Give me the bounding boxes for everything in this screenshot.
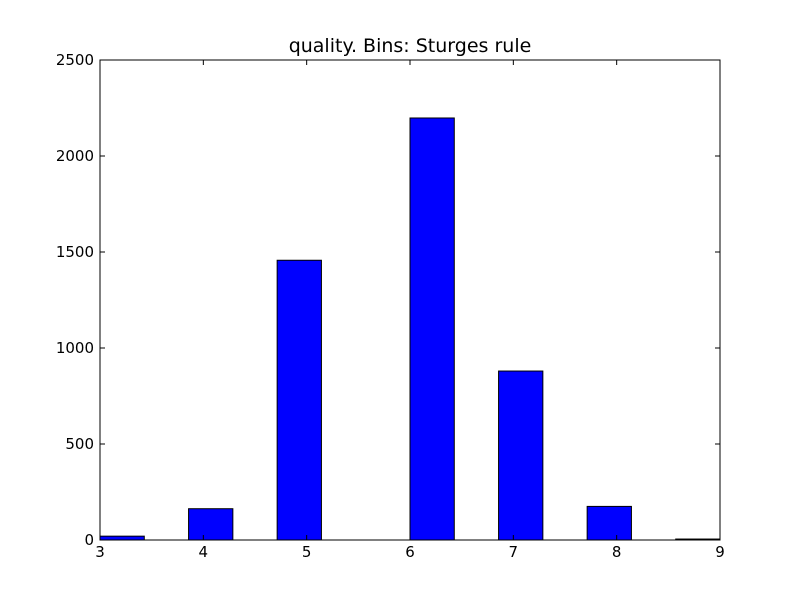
chart-title: quality. Bins: Sturges rule xyxy=(289,35,532,57)
x-tick-label: 8 xyxy=(612,543,622,561)
y-tick-label: 1000 xyxy=(56,339,94,357)
y-tick-label: 2000 xyxy=(56,147,94,165)
histogram-bar-5 xyxy=(498,370,544,541)
histogram-bar-1 xyxy=(188,508,234,541)
y-tick-label: 1500 xyxy=(56,243,94,261)
x-tick-label: 7 xyxy=(509,543,519,561)
x-tick-label: 9 xyxy=(715,543,725,561)
x-tick-label: 4 xyxy=(199,543,209,561)
bars-layer xyxy=(99,117,721,541)
histogram-bar-6 xyxy=(586,505,632,541)
plot-frame xyxy=(99,59,721,541)
x-tick-label: 3 xyxy=(95,543,105,561)
histogram-bar-0 xyxy=(99,535,145,541)
ticks-layer: 3 4 5 6 7 8 9 0 500 1000 1500 2000 2500 xyxy=(56,51,725,561)
histogram-bar-2 xyxy=(276,259,322,541)
y-tick-label: 2500 xyxy=(56,51,94,69)
histogram-bar-4 xyxy=(409,117,455,541)
x-tick-label: 6 xyxy=(405,543,415,561)
x-tick-label: 5 xyxy=(302,543,312,561)
y-tick-label: 500 xyxy=(65,435,94,453)
y-tick-label: 0 xyxy=(84,531,94,549)
